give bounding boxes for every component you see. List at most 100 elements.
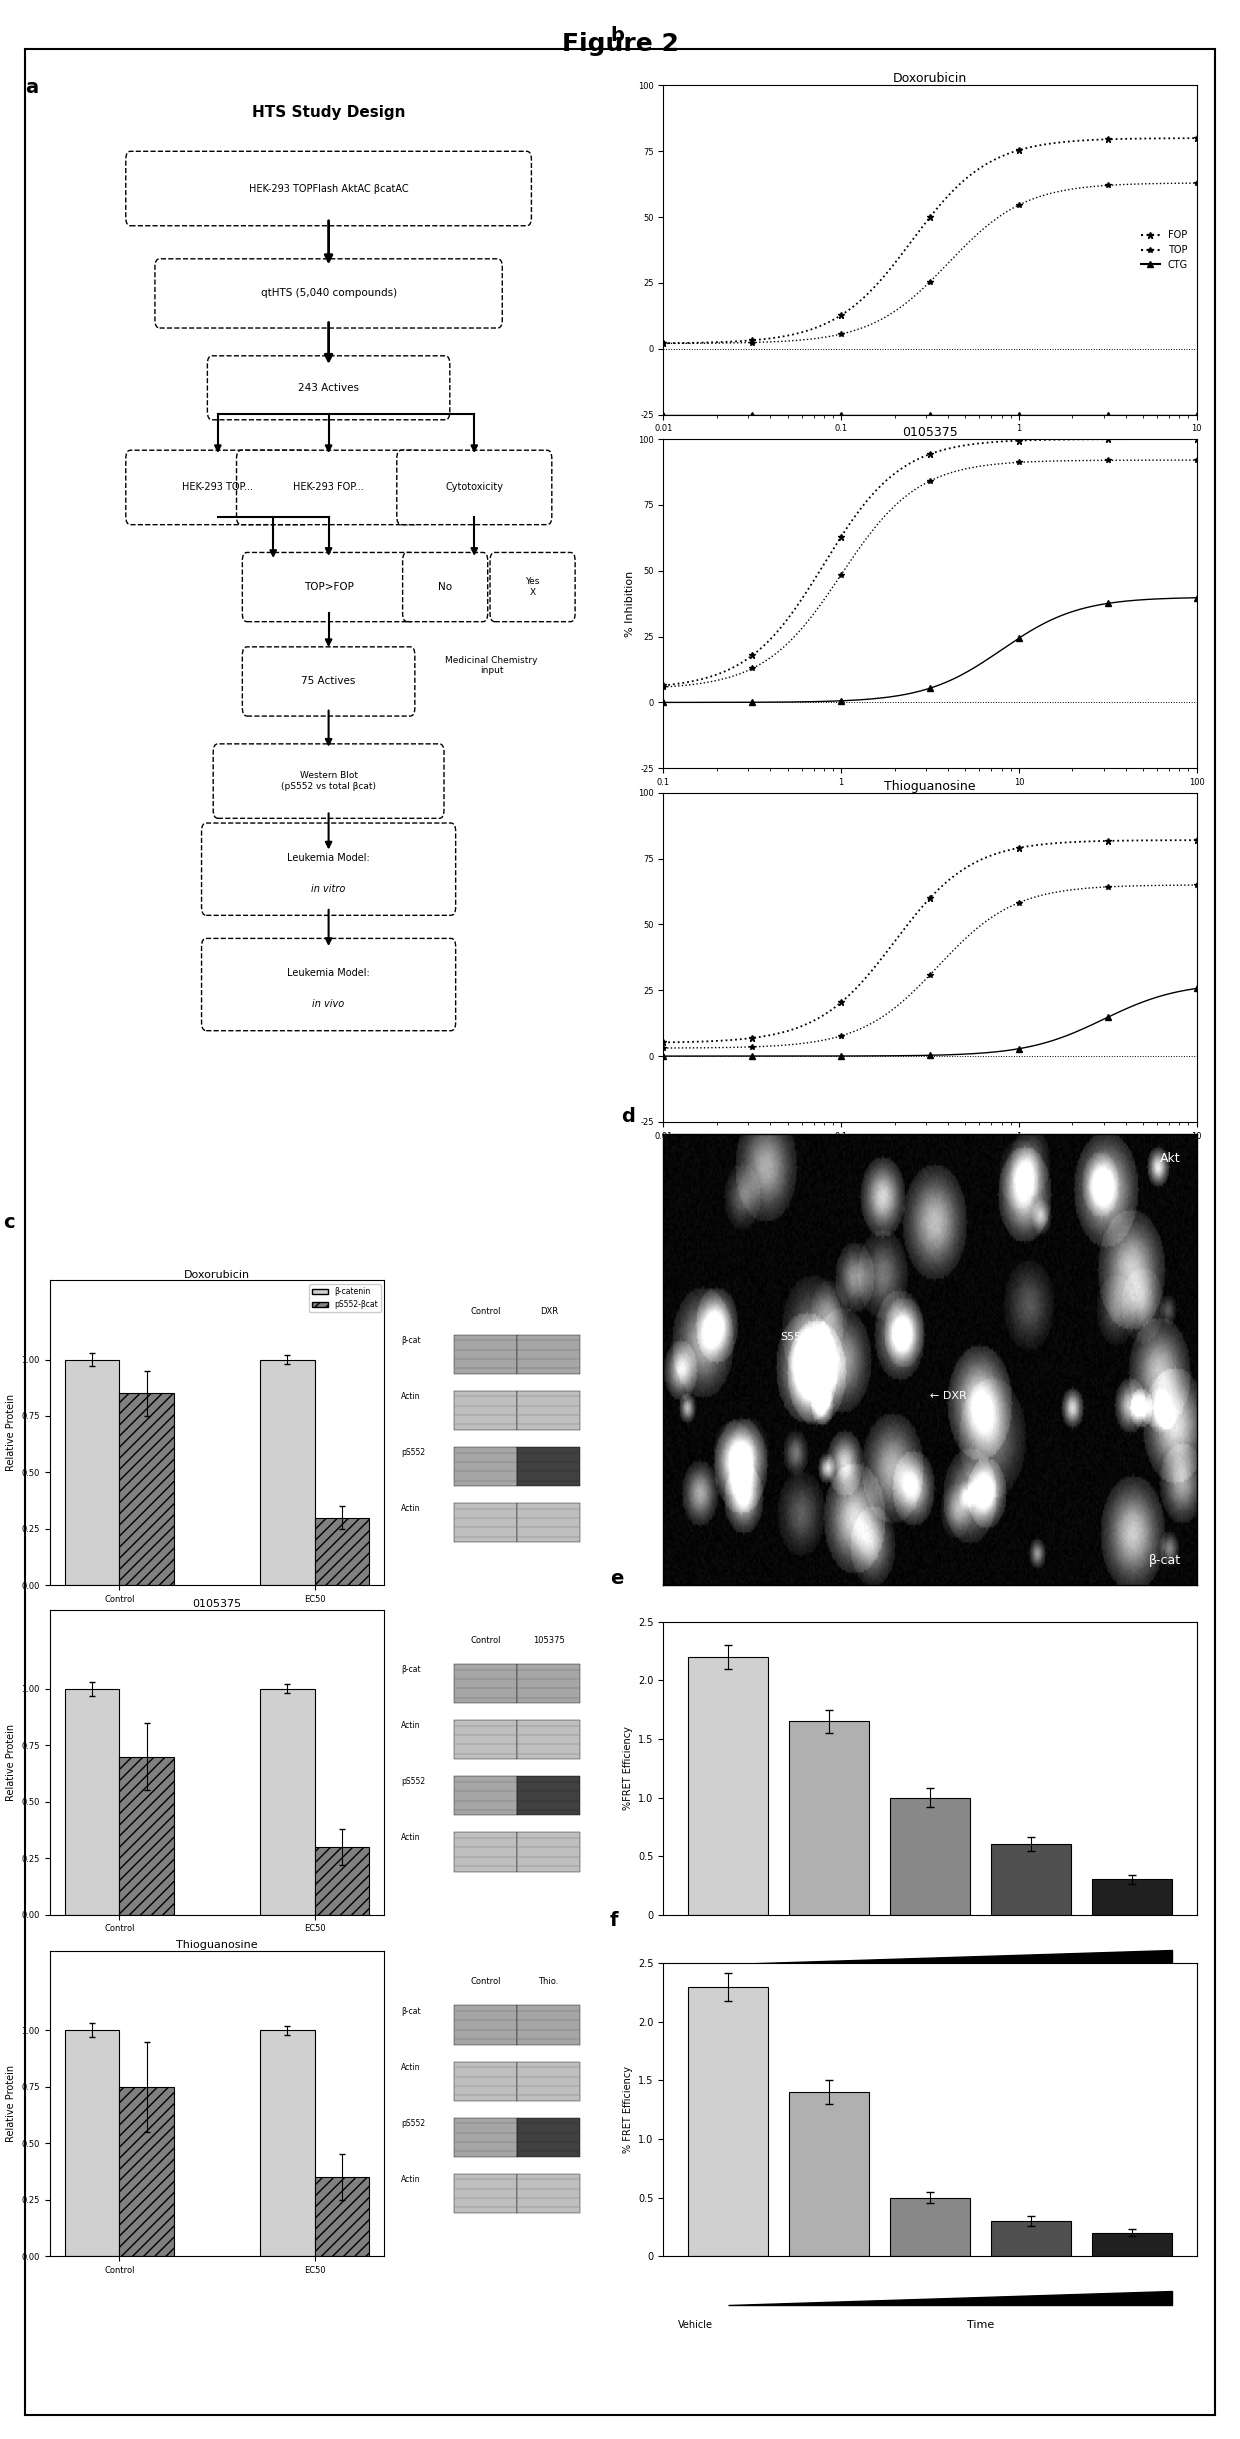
Bar — [517, 1502, 580, 1541]
Bar — [517, 2173, 580, 2212]
Text: in vitro: in vitro — [311, 883, 346, 895]
FancyBboxPatch shape — [202, 822, 455, 915]
Title: 0105375: 0105375 — [903, 427, 957, 439]
Text: qtHTS (5,040 compounds): qtHTS (5,040 compounds) — [260, 288, 397, 298]
Bar — [991, 2222, 1071, 2256]
Y-axis label: %FRET Efficiency: %FRET Efficiency — [622, 1727, 632, 1810]
Text: Cytotoxicity: Cytotoxicity — [445, 483, 503, 493]
Bar — [517, 1776, 580, 1815]
Text: Control: Control — [470, 1307, 501, 1315]
Text: in vivo: in vivo — [312, 1000, 345, 1010]
Text: No: No — [438, 583, 453, 593]
Text: Actin: Actin — [402, 2063, 420, 2071]
Text: Thio.: Thio. — [538, 1978, 559, 1985]
Bar — [454, 2061, 517, 2100]
FancyBboxPatch shape — [403, 554, 487, 622]
Bar — [315, 1517, 370, 1585]
Text: pS552: pS552 — [402, 1778, 425, 1785]
Bar — [789, 1722, 869, 1915]
Text: a: a — [26, 78, 38, 98]
Title: Doxorubicin: Doxorubicin — [893, 73, 967, 85]
Text: Actin: Actin — [402, 1505, 420, 1512]
Text: e: e — [610, 1568, 624, 1588]
X-axis label: μM: μM — [921, 1146, 939, 1156]
Bar — [119, 1756, 174, 1915]
Text: Western Blot
(pS552 vs total βcat): Western Blot (pS552 vs total βcat) — [281, 771, 376, 790]
Text: Leukemia Model:: Leukemia Model: — [288, 968, 370, 978]
FancyBboxPatch shape — [213, 744, 444, 820]
Bar — [454, 1776, 517, 1815]
Bar — [1091, 1880, 1172, 1915]
Text: Actin: Actin — [402, 2176, 420, 2183]
Text: Control: Control — [470, 1978, 501, 1985]
Text: 243 Actives: 243 Actives — [298, 383, 360, 393]
FancyBboxPatch shape — [155, 259, 502, 327]
Y-axis label: % Inhibition: % Inhibition — [625, 571, 635, 637]
FancyBboxPatch shape — [397, 451, 552, 524]
Title: Thioguanosine: Thioguanosine — [176, 1941, 258, 1951]
Text: Figure 2: Figure 2 — [562, 32, 678, 56]
Bar — [889, 1798, 971, 1915]
Text: Actin: Actin — [402, 1393, 420, 1400]
Text: S552→: S552→ — [781, 1332, 818, 1341]
Bar — [260, 2029, 315, 2256]
Text: c: c — [2, 1215, 15, 1232]
Text: HTS Study Design: HTS Study Design — [252, 105, 405, 120]
FancyBboxPatch shape — [125, 451, 310, 524]
Bar — [454, 1390, 517, 1429]
Bar — [517, 1390, 580, 1429]
FancyBboxPatch shape — [202, 939, 455, 1032]
Bar — [889, 2198, 971, 2256]
Text: ← DXR: ← DXR — [930, 1390, 967, 1400]
Bar — [64, 1688, 119, 1915]
Bar — [517, 2061, 580, 2100]
Text: Actin: Actin — [402, 1834, 420, 1841]
Text: pS552: pS552 — [402, 1449, 425, 1456]
Bar — [991, 1844, 1071, 1915]
FancyBboxPatch shape — [490, 554, 575, 622]
Y-axis label: Relative Protein: Relative Protein — [6, 1724, 16, 1800]
Bar — [454, 2005, 517, 2044]
Bar — [260, 1359, 315, 1585]
Legend: FOP, TOP, CTG: FOP, TOP, CTG — [1137, 227, 1192, 273]
Bar — [119, 2088, 174, 2256]
Bar — [688, 1656, 769, 1915]
Title: 0105375: 0105375 — [192, 1600, 242, 1610]
Bar — [688, 1988, 769, 2256]
Text: DXR: DXR — [968, 1978, 992, 1990]
Text: b: b — [610, 27, 624, 44]
Bar — [119, 1393, 174, 1585]
Text: TOP>FOP: TOP>FOP — [304, 583, 353, 593]
Text: Yes
X: Yes X — [526, 578, 539, 598]
Bar — [517, 2005, 580, 2044]
Bar — [517, 1719, 580, 1759]
FancyBboxPatch shape — [242, 554, 415, 622]
Bar — [517, 1446, 580, 1485]
Bar — [454, 2173, 517, 2212]
Text: HEK-293 TOP...: HEK-293 TOP... — [182, 483, 253, 493]
Bar — [315, 2178, 370, 2256]
Text: HEK-293 TOPFlash AktAC βcatAC: HEK-293 TOPFlash AktAC βcatAC — [249, 183, 408, 193]
Bar — [454, 1334, 517, 1373]
Text: Medicinal Chemistry
input: Medicinal Chemistry input — [445, 656, 538, 676]
Y-axis label: Relative Protein: Relative Protein — [6, 2066, 16, 2141]
Bar — [454, 1446, 517, 1485]
Bar — [454, 1832, 517, 1871]
Bar — [517, 1663, 580, 1702]
Polygon shape — [728, 2290, 1172, 2305]
Text: Control: Control — [470, 1637, 501, 1644]
Bar — [260, 1688, 315, 1915]
Y-axis label: Relative Protein: Relative Protein — [6, 1395, 16, 1471]
Text: DXR: DXR — [539, 1307, 558, 1315]
Text: β-cat: β-cat — [402, 1337, 420, 1344]
Title: Doxorubicin: Doxorubicin — [184, 1271, 250, 1280]
Bar — [64, 1359, 119, 1585]
Bar — [64, 2029, 119, 2256]
Polygon shape — [728, 1949, 1172, 1963]
Title: Thioguanosine: Thioguanosine — [884, 780, 976, 793]
Text: 75 Actives: 75 Actives — [301, 676, 356, 685]
FancyBboxPatch shape — [237, 451, 420, 524]
FancyBboxPatch shape — [242, 646, 415, 717]
Bar — [315, 1846, 370, 1915]
FancyBboxPatch shape — [125, 151, 532, 227]
